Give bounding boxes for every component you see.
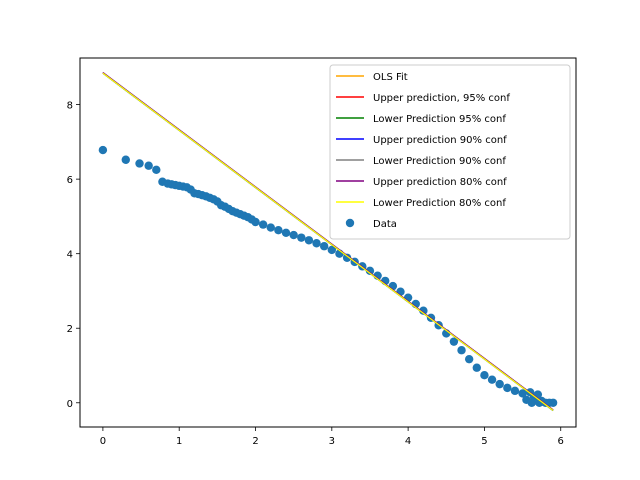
data-point-4 xyxy=(152,165,161,175)
fit-line-6 xyxy=(102,72,554,411)
y-axis-ticks: 0 2 4 6 8 xyxy=(67,101,80,410)
x-tick-label-0: 0 xyxy=(100,436,106,447)
data-point-64 xyxy=(518,389,527,398)
data-point-3 xyxy=(144,161,153,170)
y-tick-label-4: 8 xyxy=(67,101,73,112)
data-point-60 xyxy=(487,375,497,384)
legend-label-7: Data xyxy=(373,219,397,230)
legend-label-4: Lower Prediction 90% conf xyxy=(373,156,506,167)
data-point-32 xyxy=(274,226,283,235)
data-point-33 xyxy=(281,228,291,238)
y-tick-label-3: 6 xyxy=(67,175,73,186)
legend-label-6: Lower Prediction 80% conf xyxy=(373,198,506,209)
data-point-61 xyxy=(495,379,504,389)
data-point-29 xyxy=(251,217,260,227)
plot-area xyxy=(98,72,558,412)
x-axis-ticks: 0 1 2 3 4 5 6 xyxy=(100,427,564,447)
legend-box xyxy=(329,64,571,240)
data-point-51 xyxy=(419,306,428,315)
axes-frame xyxy=(79,57,577,428)
data-point-35 xyxy=(297,233,306,242)
data-point-55 xyxy=(449,337,459,346)
legend-swatch-7 xyxy=(345,218,355,228)
legend-label-5: Upper prediction 80% conf xyxy=(373,177,507,188)
fit-lines xyxy=(102,72,554,412)
legend-label-2: Lower Prediction 95% conf xyxy=(373,114,506,125)
x-tick-label-3: 3 xyxy=(329,436,335,447)
data-point-58 xyxy=(472,363,481,372)
y-tick-label-0: 0 xyxy=(67,399,73,410)
x-tick-label-2: 2 xyxy=(252,436,258,447)
data-point-39 xyxy=(327,245,337,255)
data-point-31 xyxy=(266,223,275,232)
legend-label-0: OLS Fit xyxy=(373,72,408,83)
data-point-2 xyxy=(135,159,144,168)
data-point-62 xyxy=(503,383,512,393)
legend-label-1: Upper prediction, 95% conf xyxy=(373,93,510,104)
data-point-41 xyxy=(342,253,352,262)
data-point-63 xyxy=(510,386,520,396)
y-tick-label-1: 2 xyxy=(67,324,73,335)
legend-label-3: Upper prediction 90% conf xyxy=(373,135,507,146)
data-point-56 xyxy=(457,346,466,355)
x-tick-label-4: 4 xyxy=(405,436,411,447)
x-tick-label-5: 5 xyxy=(481,436,487,447)
x-tick-label-1: 1 xyxy=(176,436,182,447)
data-point-37 xyxy=(312,239,321,248)
data-point-44 xyxy=(365,266,375,276)
data-point-1 xyxy=(121,155,130,164)
data-point-38 xyxy=(319,242,329,251)
data-point-30 xyxy=(258,220,268,229)
legend: OLS Fit Upper prediction, 95% conf Lower P… xyxy=(329,64,571,240)
data-point-0 xyxy=(98,145,108,155)
data-point-59 xyxy=(480,370,489,380)
data-point-74 xyxy=(548,398,558,407)
x-tick-label-6: 6 xyxy=(558,436,564,447)
data-point-36 xyxy=(304,236,314,245)
data-point-34 xyxy=(289,230,298,240)
data-point-57 xyxy=(464,354,474,364)
y-tick-label-2: 4 xyxy=(67,250,73,261)
